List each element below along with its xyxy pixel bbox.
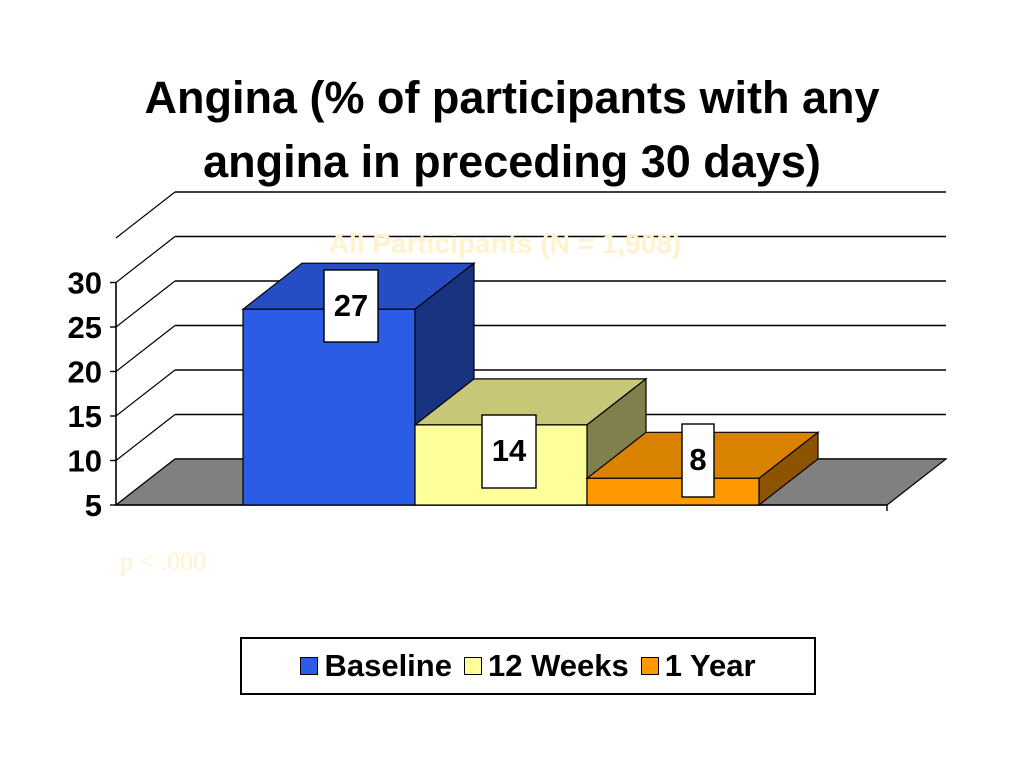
- y-tick-label-15: 15: [68, 399, 102, 434]
- p-value-annotation: p < .000: [120, 547, 206, 576]
- y-tick-label-5: 5: [85, 488, 102, 523]
- title-line-2: angina in preceding 30 days): [203, 136, 821, 187]
- data-label-box-2: [681, 423, 715, 498]
- data-label-box-0: [323, 269, 379, 343]
- chart-legend: Baseline 12 Weeks 1 Year: [240, 637, 816, 695]
- side-gridline-20: [115, 325, 176, 372]
- side-gridline-top: [115, 191, 176, 239]
- data-label-box-1: [481, 414, 537, 489]
- side-gridline-15: [115, 369, 176, 417]
- side-gridline-25: [115, 280, 176, 328]
- data-label-0: 27: [334, 288, 368, 323]
- legend-label-12-weeks: 12 Weeks: [487, 648, 629, 683]
- legend-item-1-year: 1 Year: [640, 648, 756, 684]
- side-gridline-10: [115, 414, 176, 461]
- side-gridline-30: [115, 236, 176, 283]
- legend-swatch-12-weeks: [463, 657, 482, 675]
- y-tick-label-10: 10: [68, 444, 102, 479]
- legend-item-12-weeks: 12 Weeks: [463, 648, 629, 684]
- legend-label-1-year: 1 Year: [664, 648, 756, 683]
- bar-1-year: [586, 477, 760, 506]
- legend-label-baseline: Baseline: [324, 648, 452, 683]
- title-line-1: Angina (% of participants with any: [144, 72, 880, 123]
- legend-item-baseline: Baseline: [300, 648, 452, 684]
- data-label-1: 14: [492, 433, 527, 468]
- y-tick-label-25: 25: [68, 310, 102, 345]
- chart-subtitle: All Participants (N = 1,908): [329, 228, 681, 259]
- y-tick-label-30: 30: [68, 266, 102, 301]
- data-label-2: 8: [689, 442, 706, 477]
- legend-swatch-baseline: [300, 657, 319, 675]
- y-tick-label-20: 20: [68, 355, 102, 390]
- page-title: Angina (% of participants with any angin…: [0, 66, 1024, 194]
- legend-swatch-1-year: [640, 657, 659, 675]
